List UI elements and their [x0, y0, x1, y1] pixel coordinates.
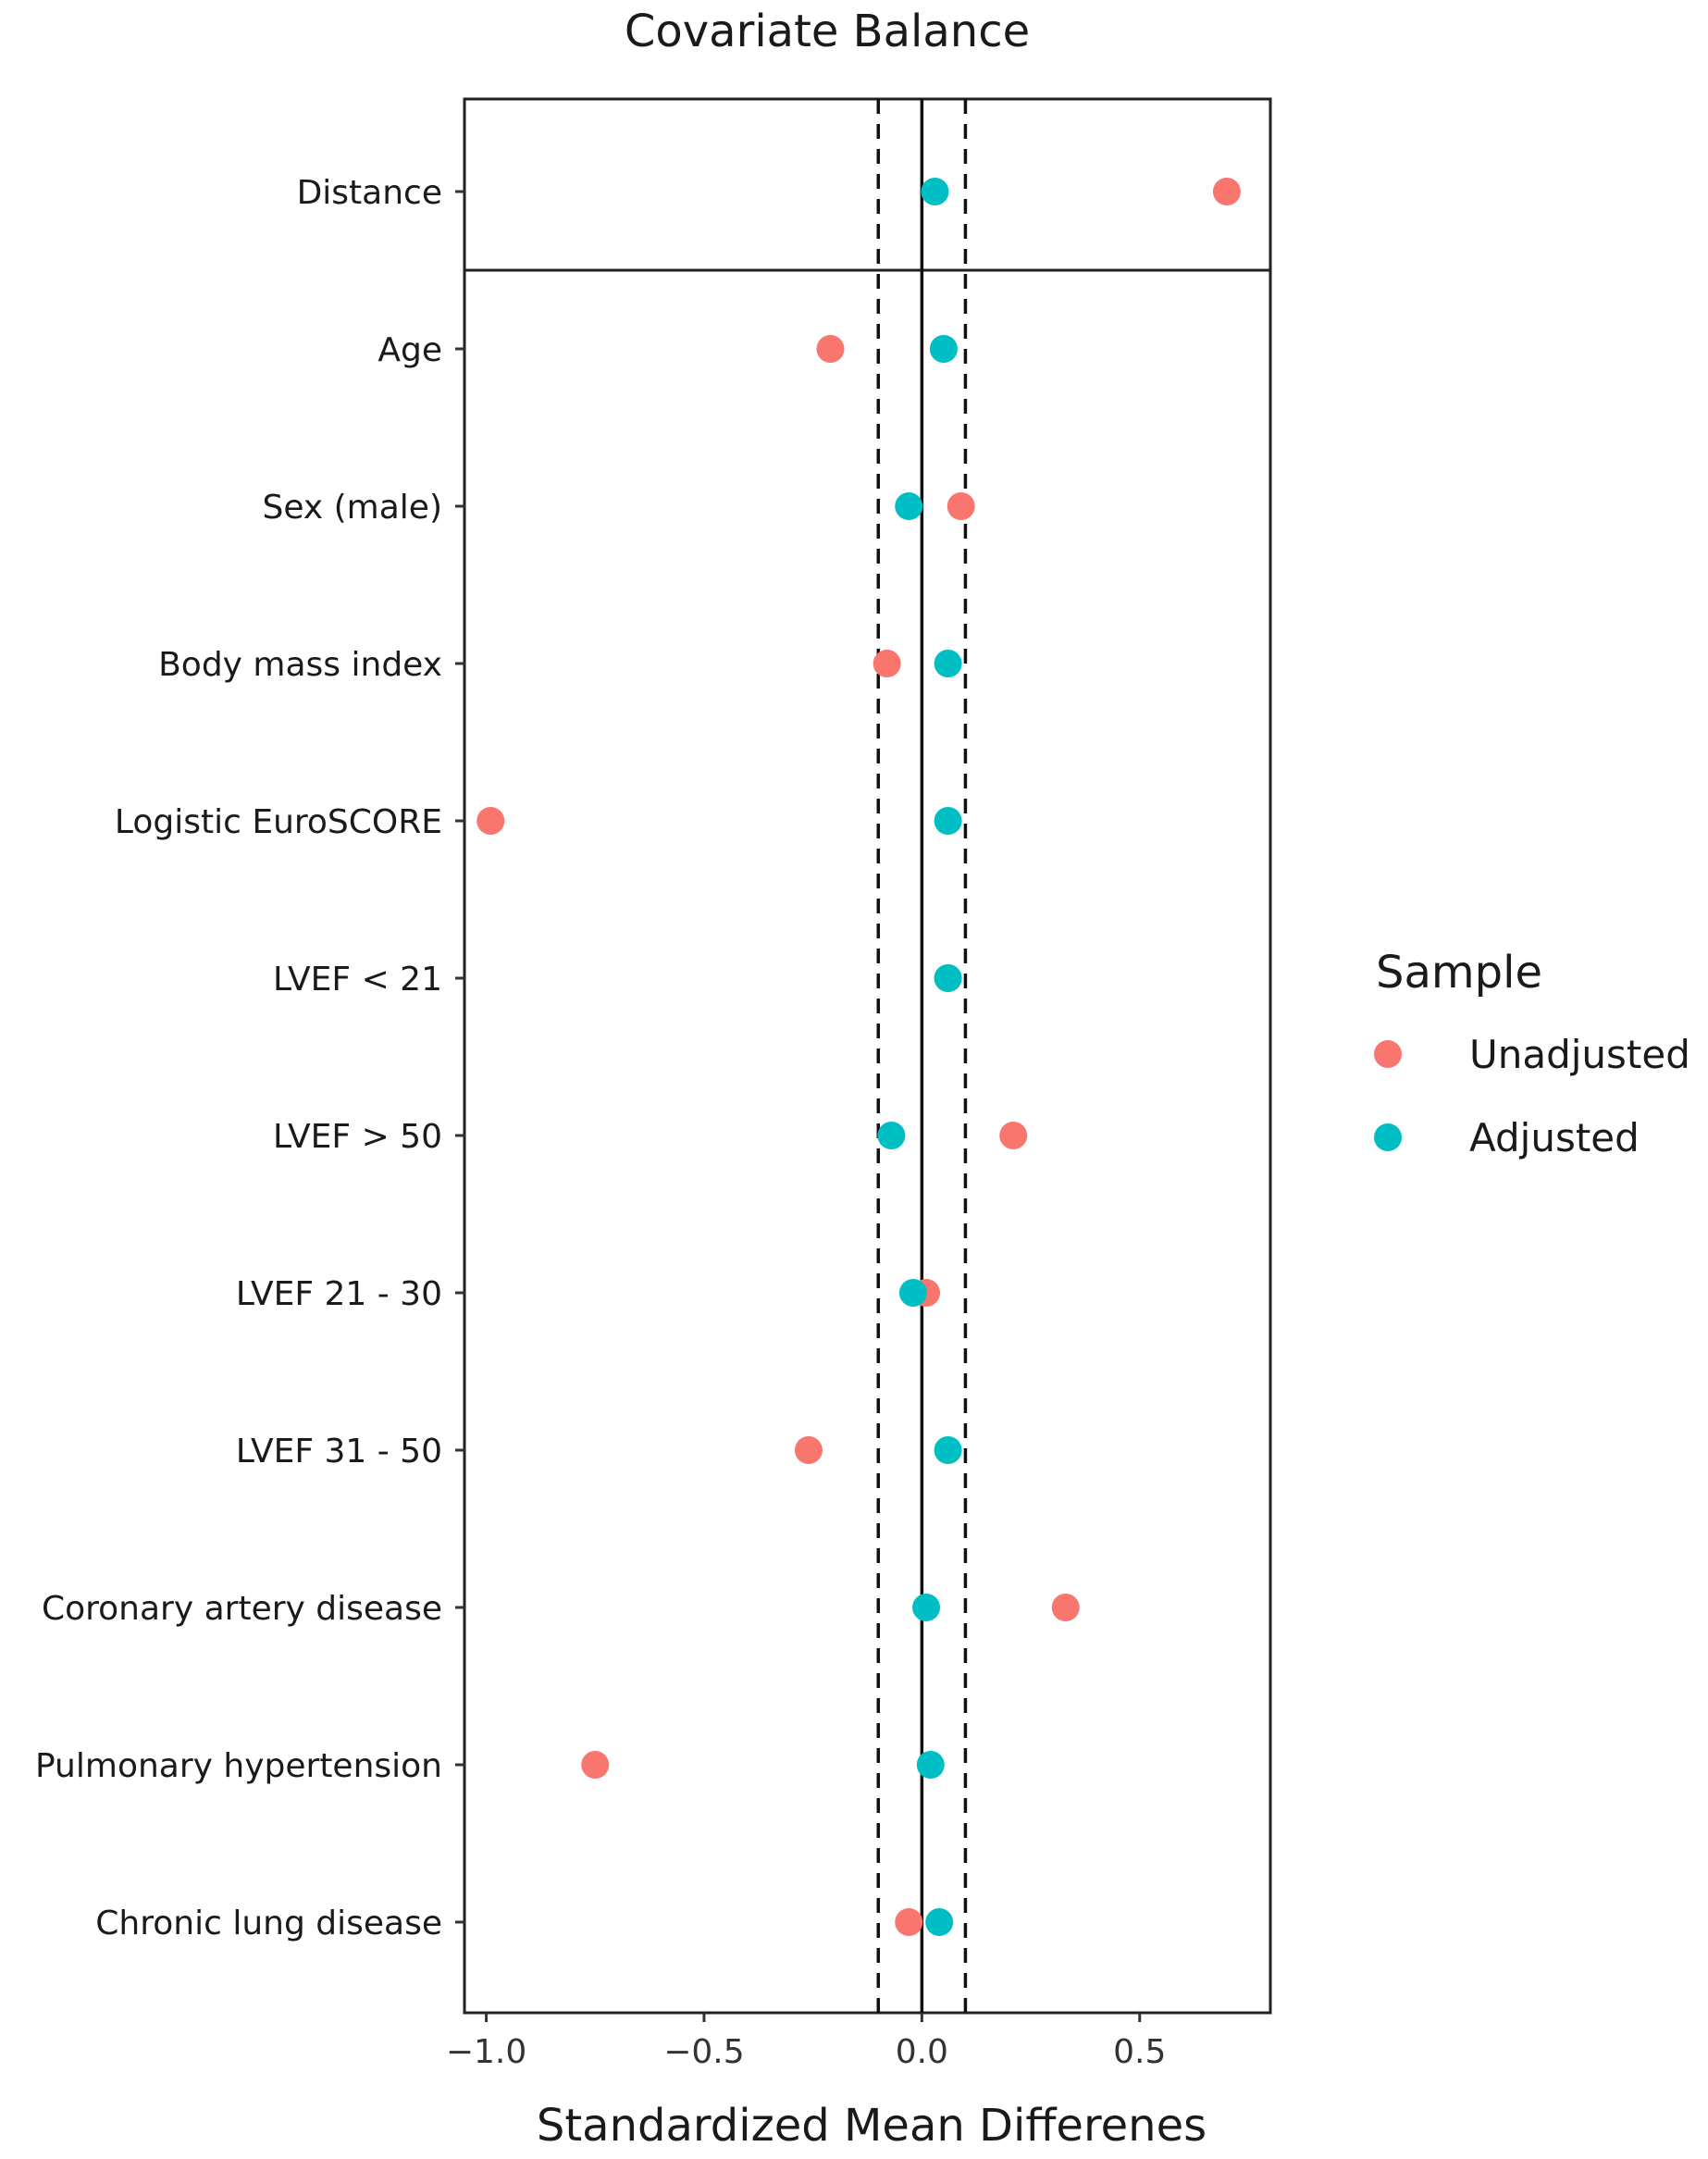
y-axis: Distance Age Sex (male) Body mass index Logi… — [35, 174, 464, 1942]
y-tick-label: LVEF 21 - 30 — [236, 1275, 442, 1313]
point-unadjusted — [947, 492, 975, 520]
legend-title: Sample — [1376, 947, 1542, 999]
y-tick-label: Coronary artery disease — [42, 1590, 442, 1628]
legend: Sample Unadjusted Adjusted — [1374, 947, 1690, 1160]
point-unadjusted — [895, 1908, 923, 1936]
y-tick-label: Age — [377, 331, 442, 369]
point-adjusted — [934, 807, 962, 835]
y-tick-label: LVEF < 21 — [273, 961, 442, 999]
x-tick-label: −0.5 — [663, 2033, 744, 2071]
reference-lines — [876, 99, 968, 2013]
y-tick-label: Distance — [297, 174, 442, 212]
point-adjusted — [898, 1279, 927, 1307]
point-unadjusted — [816, 335, 845, 363]
point-adjusted — [929, 335, 958, 363]
point-adjusted — [921, 178, 949, 205]
legend-label-adjusted: Adjusted — [1469, 1115, 1640, 1160]
legend-swatch-adjusted — [1374, 1123, 1402, 1151]
data-points — [477, 178, 1241, 1936]
point-unadjusted — [999, 1122, 1028, 1149]
chart-title: Covariate Balance — [625, 6, 1030, 57]
point-unadjusted — [581, 1751, 610, 1779]
y-tick-label: Pulmonary hypertension — [35, 1747, 442, 1785]
point-adjusted — [877, 1122, 906, 1149]
y-tick-label: LVEF > 50 — [273, 1118, 442, 1156]
legend-swatch-unadjusted — [1374, 1040, 1402, 1068]
point-adjusted — [934, 964, 962, 992]
x-tick-label: −1.0 — [446, 2033, 526, 2071]
point-unadjusted — [1212, 178, 1241, 205]
y-tick-label: Sex (male) — [263, 489, 442, 527]
y-tick-label: LVEF 31 - 50 — [236, 1433, 442, 1470]
y-tick-label: Logistic EuroSCORE — [115, 803, 442, 841]
x-tick-label: 0.0 — [896, 2033, 948, 2071]
point-unadjusted — [477, 807, 505, 835]
plot-border — [463, 97, 1272, 2015]
point-unadjusted — [794, 1436, 823, 1464]
x-axis: −1.0 −0.5 0.0 0.5 — [446, 2013, 1166, 2071]
y-tick-label: Body mass index — [158, 646, 442, 684]
point-unadjusted — [873, 650, 901, 677]
point-adjusted — [934, 650, 962, 677]
point-adjusted — [912, 1594, 941, 1621]
point-unadjusted — [1051, 1594, 1080, 1621]
legend-label-unadjusted: Unadjusted — [1469, 1032, 1690, 1077]
x-axis-title: Standardized Mean Differenes — [537, 2100, 1207, 2152]
x-tick-label: 0.5 — [1113, 2033, 1166, 2071]
point-adjusted — [925, 1908, 954, 1936]
point-adjusted — [916, 1751, 945, 1779]
y-tick-label: Chronic lung disease — [95, 1905, 442, 1942]
point-adjusted — [934, 1436, 962, 1464]
plot-panel — [463, 97, 1272, 2015]
point-adjusted — [895, 492, 923, 520]
